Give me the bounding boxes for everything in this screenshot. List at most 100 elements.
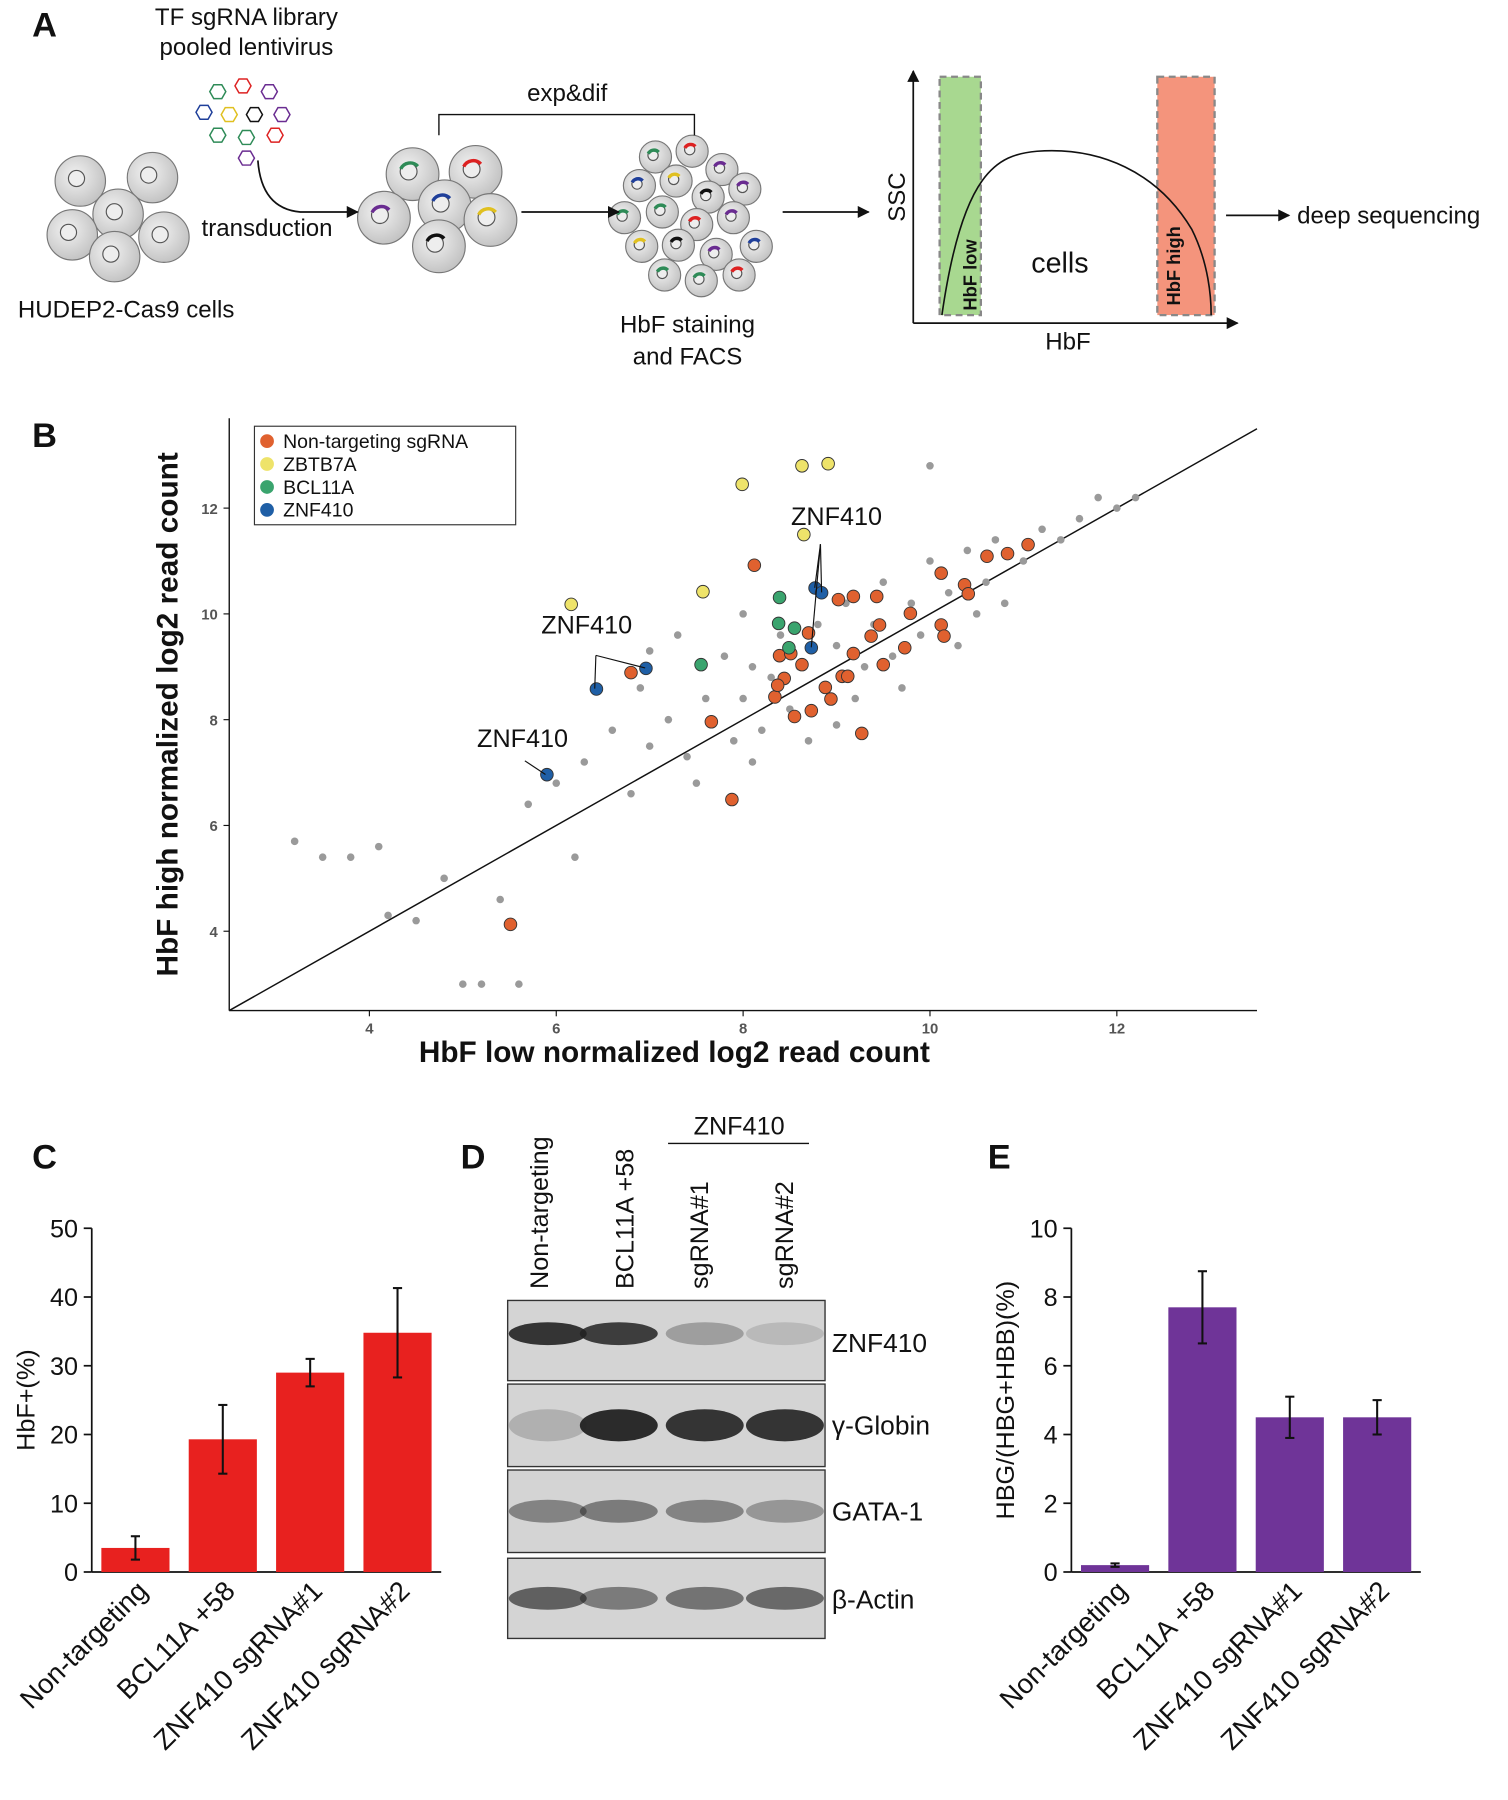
point [814,620,822,629]
y-tick-label: 2 [1044,1490,1058,1518]
library-hexagon [260,83,279,100]
point [664,715,673,724]
bar [1343,1417,1412,1572]
point [580,758,589,766]
bracket [438,113,696,136]
point [768,690,782,704]
y-tick-label: 4 [209,925,218,941]
sgrna [736,180,750,187]
point [864,629,878,643]
point [776,631,785,639]
point [832,721,841,729]
row-label: γ-Globin [832,1411,930,1441]
point [937,629,951,643]
point [907,599,916,608]
sgrna [713,161,727,168]
bar [1168,1307,1237,1572]
sgrna [462,158,483,168]
arrow [257,160,359,218]
sgrna [669,236,683,243]
point [897,640,912,655]
lane-label: sgRNA#2 [771,1181,799,1289]
legend-swatch [260,502,274,517]
annotation-line [595,654,646,669]
sgrna [632,237,647,245]
y-tick-label: 8 [1044,1284,1058,1312]
library-icon [195,78,291,166]
sgrna [425,233,446,242]
point [1019,557,1028,565]
point [772,590,787,605]
sgrna [692,272,706,279]
row-label: ZNF410 [832,1328,927,1358]
point [758,726,766,735]
blot-band [665,1499,744,1523]
point [869,589,884,604]
exp-dif-label: exp&dif [527,80,608,107]
point [515,980,523,988]
point [846,589,861,604]
point [540,767,554,782]
annotation-line [819,544,823,593]
staining-label: HbF staining [620,311,755,338]
x-axis-label: HbF low normalized log2 read count [419,1036,930,1069]
sgrna [699,188,713,195]
point [926,462,934,470]
point [795,459,809,473]
point [846,646,861,661]
point [503,917,518,932]
blot-band [508,1409,587,1442]
point [860,663,869,671]
legend-swatch [260,457,274,471]
point [1038,525,1046,534]
point [831,592,846,607]
y-tick-label: 0 [64,1559,78,1587]
x-tick-label: 10 [922,1021,939,1037]
y-tick-label: 6 [1044,1353,1058,1381]
x-tick-label: ZNF410 sgRNA#2 [1214,1575,1395,1756]
point [1113,504,1121,512]
point [694,657,708,672]
y-tick-label: 0 [1044,1559,1058,1587]
bar [276,1372,345,1572]
blot-band [665,1322,744,1346]
point [916,631,925,639]
point [832,641,841,650]
point [982,578,990,586]
point [692,779,701,787]
sgrna [630,177,644,184]
sgrna [399,161,420,170]
staining-label: and FACS [633,343,743,370]
point [787,709,802,724]
legend-swatch [260,480,274,494]
point [840,669,855,684]
nucleus [151,226,169,244]
high-gate-label: HbF high [1163,226,1184,305]
annotation-line [524,760,546,776]
x-tick-label: ZNF410 sgRNA#1 [1127,1575,1308,1756]
point [645,742,654,750]
annotation: ZNF410 [791,503,882,531]
point [589,682,604,696]
point [704,715,719,729]
facs-cells-label: cells [1031,248,1088,280]
blot-band [579,1586,658,1610]
point [804,703,819,718]
point [747,558,762,572]
lane-label: sgRNA#1 [686,1181,714,1289]
point [954,641,962,650]
y-tick-label: 12 [201,502,218,518]
diagonal [228,428,1258,1012]
point [980,549,994,564]
panel-label: A [32,7,57,45]
row-label: GATA-1 [832,1496,923,1526]
blot-band [665,1586,744,1610]
point [961,587,976,601]
point [440,874,448,883]
facs-x-label: HbF [1045,328,1090,355]
library-hexagon [245,106,264,123]
point [701,694,710,703]
blot-band [579,1409,658,1442]
facs-curve [941,149,1212,316]
x-tick-label: ZNF410 sgRNA#1 [147,1575,328,1756]
